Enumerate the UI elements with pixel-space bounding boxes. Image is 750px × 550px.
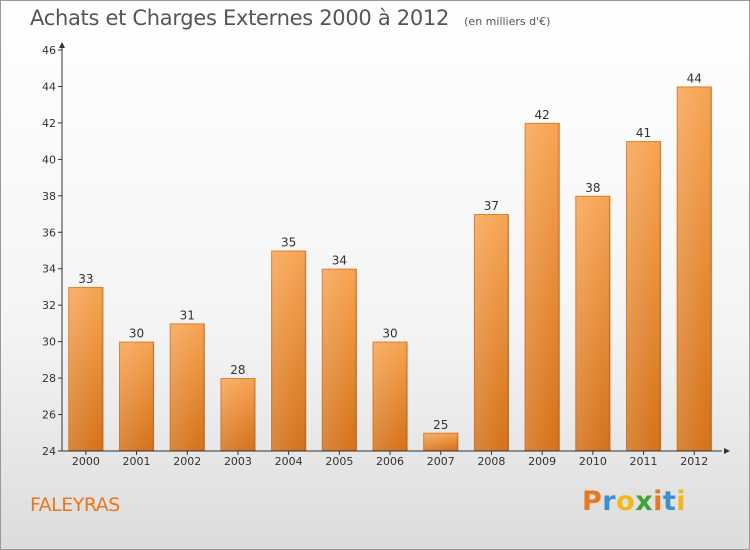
bar-shade-2002 [169,323,205,451]
y-tick-label-46: 46 [42,44,56,57]
x-tick-label-2000: 2000 [72,455,100,468]
bar-shade-2003 [220,378,256,451]
logo-letter: x [635,486,654,517]
x-tick-label-2008: 2008 [477,455,505,468]
bar-shade-2010 [575,195,611,451]
bar-shade-2012 [676,86,712,452]
y-tick-label-32: 32 [42,299,56,312]
data-label-2011: 41 [636,126,651,140]
y-tick-label-40: 40 [42,153,56,166]
x-tick-label-2010: 2010 [579,455,607,468]
data-label-2009: 42 [535,108,550,122]
data-label-2000: 33 [78,272,93,286]
bar-shade-2004 [271,250,307,451]
data-label-2008: 37 [484,199,499,213]
data-label-2004: 35 [281,236,296,250]
x-axis-arrow [724,448,730,454]
x-tick-label-2003: 2003 [224,455,252,468]
data-label-2007: 25 [433,418,448,432]
data-label-2002: 31 [180,308,195,322]
proxiti-logo: Proxiti [582,486,686,517]
x-tick-label-2004: 2004 [275,455,303,468]
y-tick-label-34: 34 [42,263,56,276]
logo-letter: i [653,486,663,517]
y-axis-arrow [59,42,65,48]
y-tick-label-44: 44 [42,80,56,93]
data-label-2006: 30 [382,327,397,341]
x-tick-label-2005: 2005 [325,455,353,468]
x-tick-label-2012: 2012 [680,455,708,468]
y-tick-label-28: 28 [42,372,56,385]
x-tick-label-2001: 2001 [123,455,151,468]
y-tick-label-26: 26 [42,409,56,422]
bar-shade-2005 [321,268,357,451]
logo-letter: r [602,486,617,517]
data-label-2010: 38 [585,181,600,195]
logo-letter: o [616,486,636,517]
commune-name: FALEYRAS [30,494,120,516]
data-label-2005: 34 [332,254,347,268]
y-tick-label-42: 42 [42,117,56,130]
bar-shade-2009 [524,122,560,451]
bar-shade-2001 [119,341,155,451]
bar-shade-2008 [473,214,509,451]
x-tick-label-2006: 2006 [376,455,404,468]
y-tick-label-38: 38 [42,190,56,203]
x-tick-label-2009: 2009 [528,455,556,468]
y-tick-label-24: 24 [42,445,56,458]
bar-shade-2007 [423,432,459,451]
y-tick-label-36: 36 [42,226,56,239]
chart-subtitle: (en milliers d'€) [464,15,551,28]
data-label-2012: 44 [687,71,702,85]
logo-letter: P [582,486,603,517]
logo-letter: t [662,486,677,517]
chart-title: Achats et Charges Externes 2000 à 2012 [30,6,450,30]
chart-title-block: Achats et Charges Externes 2000 à 2012 (… [30,6,550,30]
bar-shade-2000 [68,286,104,451]
bar-shade-2006 [372,341,408,451]
y-tick-label-30: 30 [42,336,56,349]
logo-letter: i [676,486,687,517]
data-label-2001: 30 [129,327,144,341]
data-label-2003: 28 [230,363,245,377]
x-tick-label-2007: 2007 [427,455,455,468]
x-tick-label-2011: 2011 [630,455,658,468]
bar-shade-2011 [626,141,662,452]
x-tick-label-2002: 2002 [173,455,201,468]
